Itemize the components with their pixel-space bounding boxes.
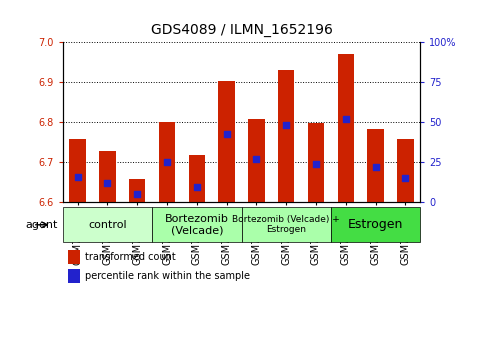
Bar [189, 155, 205, 202]
Text: percentile rank within the sample: percentile rank within the sample [85, 271, 250, 281]
Bar [368, 129, 384, 202]
Bar [308, 123, 324, 202]
Bar [397, 139, 413, 202]
Point [282, 122, 290, 128]
Text: Bortezomib
(Velcade): Bortezomib (Velcade) [165, 214, 229, 236]
Bar [218, 81, 235, 202]
Bar [338, 55, 354, 202]
Point [223, 131, 230, 137]
Text: Estrogen: Estrogen [348, 218, 403, 231]
Text: control: control [88, 220, 127, 230]
Text: agent: agent [26, 220, 58, 230]
Point [401, 175, 409, 181]
Point [133, 191, 141, 197]
Point [372, 164, 380, 170]
Text: transformed count: transformed count [85, 252, 175, 262]
Bar [70, 139, 86, 202]
Point [312, 161, 320, 167]
Point [104, 180, 112, 185]
Text: Bortezomib (Velcade) +
Estrogen: Bortezomib (Velcade) + Estrogen [232, 215, 340, 234]
Bar [248, 119, 265, 202]
Bar [129, 179, 145, 202]
Point [193, 184, 201, 190]
Point [253, 156, 260, 162]
Text: GDS4089 / ILMN_1652196: GDS4089 / ILMN_1652196 [151, 23, 332, 37]
Point [163, 159, 171, 165]
Bar [278, 70, 294, 202]
Bar [159, 122, 175, 202]
Point [342, 116, 350, 122]
Point [74, 174, 82, 180]
Bar [99, 151, 115, 202]
